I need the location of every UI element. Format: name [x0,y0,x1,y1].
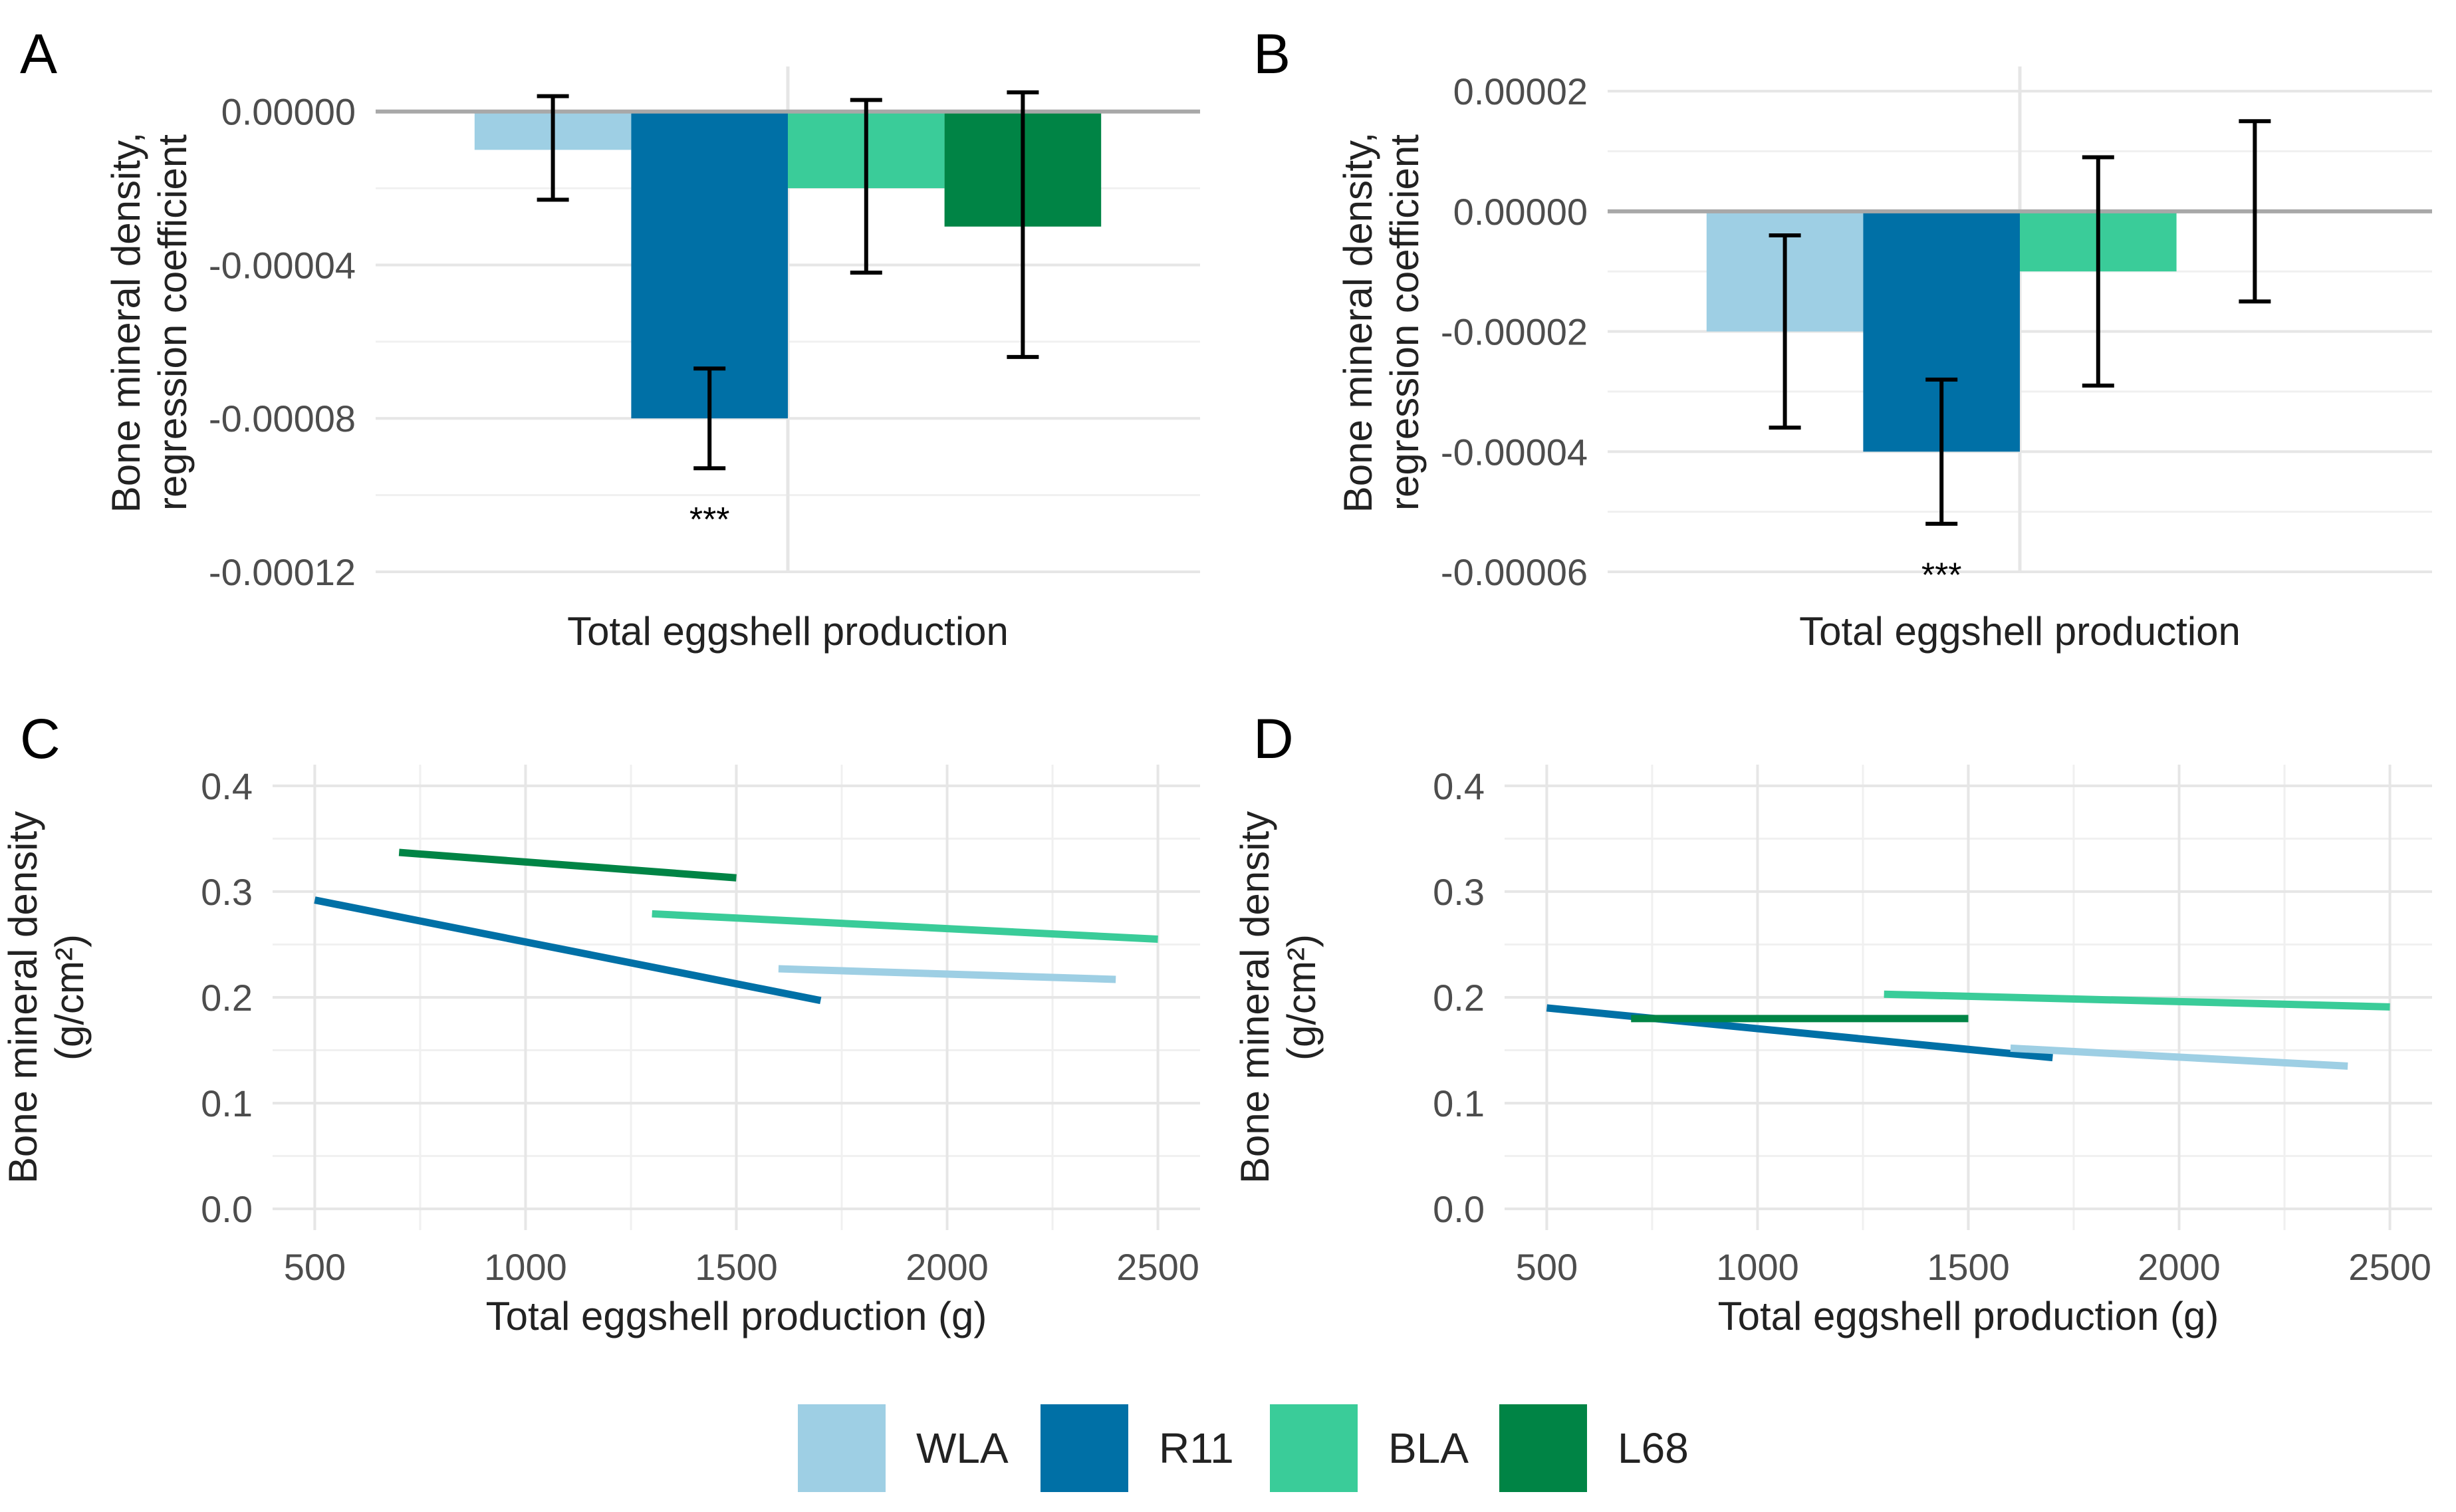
legend: WLA R11 BLA L68 [798,1404,1689,1492]
x-axis-title: Total eggshell production [567,609,1009,654]
error-bar-L68 [1007,90,1039,359]
x-tick-label: 2000 [2138,1246,2221,1288]
panel-letter: B [1253,23,1290,85]
y-tick-label: 0.2 [201,977,253,1019]
y-axis-title: Bone mineral density(g/cm²) [1233,811,1324,1184]
error-bar-R11 [693,366,726,471]
x-tick-label: 1500 [1927,1246,2010,1288]
y-axis-title-line: Bone mineral density, [1336,132,1380,513]
x-tick-label: 1500 [695,1246,778,1288]
legend-label: BLA [1388,1424,1469,1472]
x-axis-title: Total eggshell production [1799,609,2241,654]
y-tick-label: 0.00000 [1453,191,1588,233]
legend-label: L68 [1618,1424,1689,1472]
error-bar-WLA [1769,233,1801,430]
y-tick-label: 0.00000 [221,91,356,133]
y-axis-title-line: (g/cm²) [47,934,92,1061]
series-line-WLA [2010,1044,2348,1070]
y-tick-label: -0.00008 [209,398,356,440]
legend-label: WLA [916,1424,1009,1472]
x-tick-label: 1000 [484,1246,567,1288]
legend-item-BLA: BLA [1270,1404,1469,1492]
series-line-BLA [1884,990,2390,1011]
error-bar-BLA [2082,155,2114,388]
y-tick-label: 0.4 [201,765,253,807]
x-axis-title: Total eggshell production (g) [1718,1294,2219,1338]
y-axis-title-line: Bone mineral density [1,811,45,1184]
panel-C: C 500 1000 1500 2000 2500 0.0 0.1 0.2 0.3 0.4 Total… [1,707,1200,1338]
y-tick-label: 0.1 [201,1082,253,1124]
significance-label: *** [689,501,730,539]
error-bar-R11 [1925,377,1958,526]
legend-item-L68: L68 [1499,1404,1689,1492]
legend-item-WLA: WLA [798,1404,1009,1492]
y-tick-label: 0.4 [1433,765,1485,807]
x-tick-label: 1000 [1716,1246,1799,1288]
y-axis-title: Bone mineral density(g/cm²) [1,811,92,1184]
panel-letter: C [20,707,61,770]
x-tick-label: 2500 [1116,1246,1199,1288]
legend-item-R11: R11 [1041,1404,1234,1492]
y-axis-title-line: regression coefficient [150,134,195,511]
y-tick-label: 0.0 [201,1188,253,1230]
y-tick-label: -0.00004 [209,244,356,286]
y-tick-label: -0.00006 [1441,551,1588,593]
legend-swatch-L68 [1499,1404,1587,1492]
legend-swatch-R11 [1041,1404,1128,1492]
y-tick-label: -0.00002 [1441,311,1588,353]
y-axis-title: Bone mineral density,regression coeffici… [1336,132,1427,513]
x-tick-label: 2500 [2348,1246,2431,1288]
error-bar-BLA [850,98,882,275]
legend-label: R11 [1159,1424,1234,1472]
series-line-BLA [652,910,1158,943]
panel-letter: A [20,23,57,85]
y-axis-title-line: Bone mineral density [1233,811,1277,1184]
series-line-WLA [778,965,1116,983]
y-tick-label: -0.00012 [209,551,356,593]
x-axis-title: Total eggshell production (g) [486,1294,987,1338]
error-bar-WLA [537,94,569,202]
y-axis-title-line: Bone mineral density, [104,132,148,513]
series-line-L68 [398,848,737,882]
y-axis-title-line: (g/cm²) [1279,934,1324,1061]
legend-swatch-WLA [798,1404,886,1492]
y-tick-label: 0.3 [1433,871,1485,913]
x-tick-label: 500 [284,1246,346,1288]
x-tick-label: 2000 [906,1246,989,1288]
y-tick-label: 0.00002 [1453,70,1588,112]
panel-D: D 500 1000 1500 2000 2500 0.0 0.1 0.2 0.3 0.4 Total… [1233,707,2432,1338]
significance-label: *** [1921,557,1962,595]
y-tick-label: -0.00004 [1441,431,1588,473]
y-tick-label: 0.1 [1433,1082,1485,1124]
legend-swatch-BLA [1270,1404,1358,1492]
y-axis-title: Bone mineral density,regression coeffici… [104,132,195,513]
series-line-R11 [314,896,822,1005]
y-tick-label: 0.0 [1433,1188,1485,1230]
y-axis-title-line: regression coefficient [1382,134,1427,511]
panel-A: A 0.00000 -0.00004 -0.00008 -0.00012 *** Total… [20,23,1200,654]
panel-letter: D [1253,707,1294,770]
error-bar-L68 [2239,119,2271,304]
y-tick-label: 0.2 [1433,977,1485,1019]
panel-B: B 0.00002 0.00000 -0.00002 -0.00004 -0.00006 *… [1253,23,2432,654]
x-tick-label: 500 [1516,1246,1578,1288]
y-tick-label: 0.3 [201,871,253,913]
